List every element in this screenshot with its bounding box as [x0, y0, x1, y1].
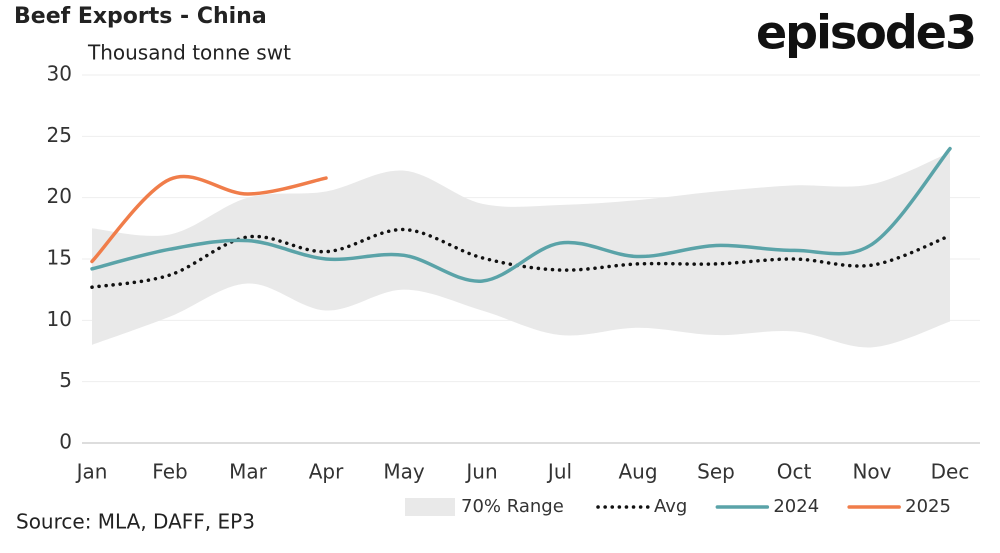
x-tick-label: May: [383, 460, 425, 484]
x-tick-label: Aug: [618, 460, 657, 484]
chart-title: Beef Exports - China: [14, 4, 267, 29]
line-series: [90, 146, 952, 283]
y-axis-label: Thousand tonne swt: [87, 41, 291, 65]
x-tick-label: Mar: [229, 460, 268, 484]
y-tick-label: 0: [59, 430, 72, 454]
x-tick-label: Nov: [852, 460, 891, 484]
line-series: [90, 174, 328, 264]
legend-label: 2025: [905, 496, 951, 517]
brand-logo: episode3: [756, 6, 975, 60]
x-tick-label: Oct: [777, 460, 812, 484]
legend-label: 2024: [773, 496, 819, 517]
y-tick-label: 20: [47, 184, 72, 208]
y-tick-label: 10: [47, 307, 72, 331]
source: Source: MLA, DAFF, EP3: [16, 510, 255, 534]
y-tick-label: 5: [59, 368, 72, 392]
y-tick-label: 25: [47, 123, 72, 147]
legend-label: 70% Range: [461, 496, 564, 517]
x-tick-label: Jan: [75, 460, 108, 484]
y-tick-label: 15: [47, 246, 72, 270]
range-band: [92, 152, 950, 348]
x-tick-label: Feb: [152, 460, 187, 484]
x-tick-label: Jun: [464, 460, 497, 484]
x-tick-label: Jul: [546, 460, 572, 484]
x-tick-label: Sep: [697, 460, 735, 484]
y-tick-label: 30: [47, 62, 72, 86]
x-tick-label: Dec: [931, 460, 970, 484]
legend-swatch: [405, 498, 455, 516]
x-tick-label: Apr: [309, 460, 344, 484]
legend-label: Avg: [654, 496, 687, 517]
